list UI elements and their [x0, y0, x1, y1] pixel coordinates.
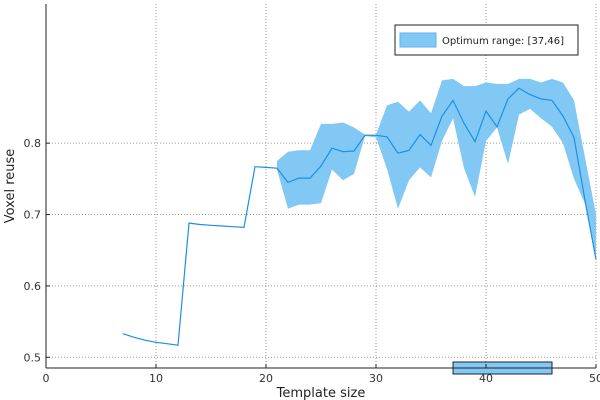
- x-tick-label: 20: [259, 372, 273, 385]
- y-tick-label: 0.5: [24, 351, 42, 364]
- y-axis-label: Voxel reuse: [3, 149, 18, 224]
- y-tick-label: 0.8: [24, 137, 42, 150]
- confidence-band: [277, 78, 596, 260]
- band-area: [277, 78, 596, 260]
- x-tick-label: 30: [369, 372, 383, 385]
- x-tick-label: 0: [43, 372, 50, 385]
- x-axis-label: Template size: [276, 386, 366, 400]
- x-tick-label: 10: [149, 372, 163, 385]
- grid-lines: [46, 4, 597, 368]
- y-tick-label: 0.7: [24, 209, 42, 222]
- series-polyline: [122, 87, 597, 346]
- x-tick-label: 40: [479, 372, 493, 385]
- legend-label: Optimum range: [37,46]: [442, 36, 564, 47]
- x-tick-label: 50: [589, 372, 600, 385]
- y-tick-label: 0.6: [24, 280, 42, 293]
- legend-swatch: [399, 32, 437, 48]
- axes: [45, 4, 597, 369]
- series-line: [122, 87, 597, 346]
- tick-labels: 0 10 20 30 40 50 0.5 0.6 0.7 0.8: [24, 137, 600, 385]
- legend: Optimum range: [37,46]: [394, 24, 579, 56]
